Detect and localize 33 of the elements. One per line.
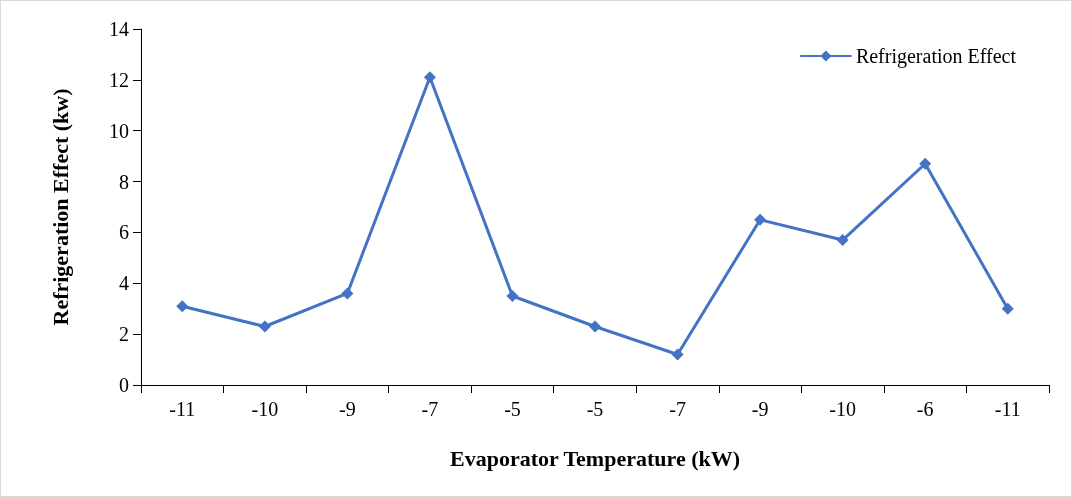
point [341,287,354,300]
y-tick-label: 10 [109,119,129,142]
y-tick-label: 14 [109,18,129,40]
point [258,320,271,333]
x-tick-label: -10 [251,398,279,420]
point [506,290,519,302]
y-tick-label: 4 [119,272,129,295]
x-axis-title: Evaporator Temperature (kW) [449,445,741,471]
x-tick-label: -7 [669,398,686,420]
y-tick-label: 0 [119,374,129,396]
y-tick-label: 12 [109,68,129,91]
x-tick-label: -5 [504,398,521,420]
x-tick-label: -9 [339,398,356,420]
point [836,234,849,247]
y-axis-title: Refrigeration Effect (kw) [47,88,73,326]
point [589,320,601,333]
y-tick-label: 8 [119,170,129,193]
point [423,71,436,84]
point [176,300,189,313]
x-tick-label: -7 [421,398,439,420]
x-tick-label: -11 [169,398,196,420]
legend-label: Refrigeration Effect [855,45,1017,68]
point [1001,302,1014,315]
y-tick-label: 6 [119,221,129,244]
point [671,348,684,361]
x-tick-label: -5 [586,398,604,420]
x-tick-label: -11 [994,398,1021,420]
x-tick-label: -10 [829,398,856,420]
x-tick-label: -9 [751,398,769,420]
y-tick-label: 2 [119,323,129,346]
point [754,213,767,226]
point [919,157,932,170]
x-tick-label: -6 [916,398,934,420]
